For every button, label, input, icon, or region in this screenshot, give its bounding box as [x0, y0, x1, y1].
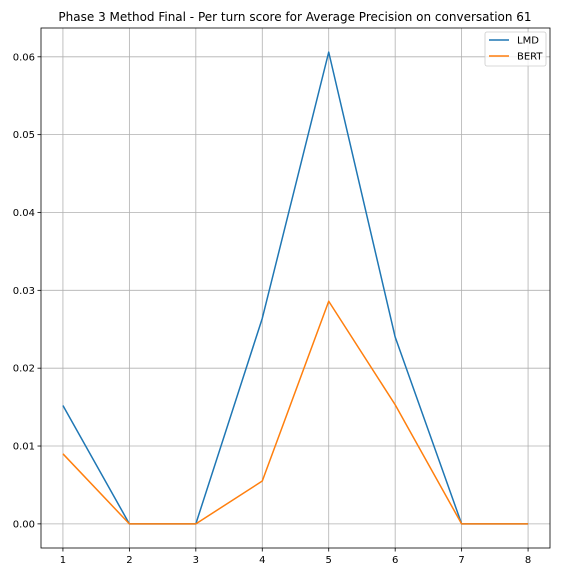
- series-line-lmd: [62, 51, 529, 525]
- x-tick-label: 3: [193, 555, 199, 566]
- y-tick-label: 0.00: [13, 519, 35, 530]
- series-lines: [62, 51, 529, 525]
- y-tick-label: 0.06: [13, 52, 35, 63]
- x-tick-label: 7: [458, 555, 464, 566]
- x-tick-label: 5: [326, 555, 332, 566]
- x-tick-label: 1: [60, 555, 66, 566]
- y-tick-label: 0.03: [13, 286, 35, 297]
- series-line-bert: [62, 300, 529, 525]
- legend: LMD BERT: [484, 31, 547, 67]
- plot-frame: [40, 27, 551, 549]
- x-tick-label: 8: [525, 555, 531, 566]
- y-tick-label: 0.01: [13, 442, 35, 453]
- y-tick-label: 0.02: [13, 364, 35, 375]
- x-tick-label: 4: [259, 555, 265, 566]
- grid: [41, 28, 550, 548]
- x-tick-label: 6: [392, 555, 398, 566]
- legend-label-lmd: LMD: [517, 36, 539, 47]
- y-tick-label: 0.04: [13, 208, 35, 219]
- y-tick-label: 0.05: [13, 130, 35, 141]
- chart-title: Phase 3 Method Final - Per turn score fo…: [58, 10, 531, 24]
- axis-ticks: 1 2 3 4 5 6 7 8 0.00 0.01 0.02 0.03 0.04 0.05 0.06: [13, 52, 532, 566]
- x-tick-label: 2: [126, 555, 132, 566]
- legend-label-bert: BERT: [517, 52, 543, 63]
